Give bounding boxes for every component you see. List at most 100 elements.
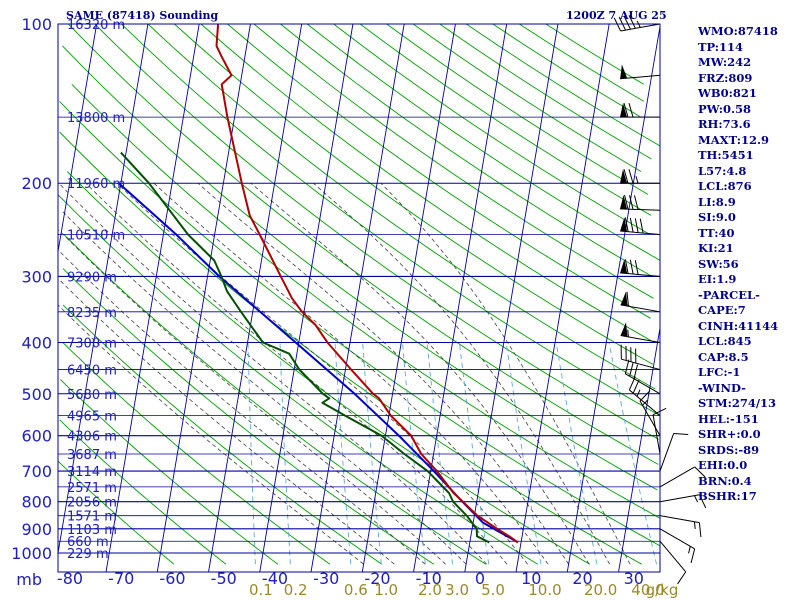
wind-barb <box>620 217 661 236</box>
wind-barb-full <box>626 291 629 307</box>
temperature-tick-label: -50 <box>211 569 237 588</box>
height-label: 1103 m <box>67 523 117 538</box>
mixing-ratio-line <box>459 342 490 565</box>
wind-barb-pennant <box>620 169 627 184</box>
index-item: TP:114 <box>698 39 744 54</box>
height-label: 4965 m <box>67 410 117 425</box>
height-label: 2056 m <box>67 496 117 511</box>
mixing-ratio-lines <box>247 342 658 565</box>
index-item: PW:0.58 <box>698 101 752 116</box>
height-label: 2571 m <box>67 481 117 496</box>
wind-barb <box>659 540 687 585</box>
index-item: EI:1.9 <box>698 272 737 286</box>
wind-barb-staff <box>620 335 661 343</box>
wind-barb-pennant <box>620 259 628 274</box>
wind-barb-half <box>627 329 629 337</box>
height-label: 3687 m <box>67 448 117 463</box>
moist-adiabat-line <box>197 182 569 565</box>
wind-barb <box>639 390 661 436</box>
wind-barb-half <box>642 399 648 406</box>
temperature-tick-label: -10 <box>416 569 442 588</box>
wind-barb <box>620 64 661 80</box>
dry-adiabat-line <box>412 23 642 172</box>
dry-adiabat-line <box>62 45 658 491</box>
index-item: CAP:8.5 <box>698 349 749 364</box>
wind-barb <box>659 432 689 472</box>
pressure-label: 100 <box>21 15 52 34</box>
temperature-tick-label: 30 <box>624 569 644 588</box>
dry-adiabat-line <box>280 23 653 277</box>
wind-barb-full <box>690 548 696 564</box>
dry-adiabat-line <box>386 23 649 195</box>
wind-barb-staff <box>620 304 661 313</box>
wind-barb-full <box>633 364 639 379</box>
mixing-ratio-label: 1.0 <box>374 581 398 599</box>
wind-barb-half <box>635 176 639 184</box>
wind-barb-full <box>629 362 634 377</box>
isotherm-line <box>361 23 456 573</box>
index-item: BSHR:17 <box>698 489 757 503</box>
pressure-label: 700 <box>21 462 52 481</box>
height-label: 229 m <box>67 547 109 562</box>
wind-barb <box>620 291 661 313</box>
isotherm-line <box>259 23 354 573</box>
wind-barb <box>659 494 707 509</box>
parcel-trace-line <box>118 182 519 544</box>
temperature-tick-label: 20 <box>572 569 592 588</box>
index-item: MAXT:12.9 <box>698 132 769 147</box>
dry-adiabat-line <box>545 23 644 85</box>
wind-barb <box>620 169 660 184</box>
wind-barb-full <box>673 432 689 435</box>
dry-adiabat-line <box>227 23 651 319</box>
index-item: LCL:876 <box>698 179 752 193</box>
height-label: 11960 m <box>67 177 125 192</box>
moist-adiabat-line <box>313 182 610 565</box>
isotherm-line <box>156 23 251 573</box>
wind-barb-full <box>628 169 634 184</box>
dewpoint-trace-line <box>120 151 490 544</box>
index-item: KI:21 <box>698 241 734 255</box>
index-item: WB0:821 <box>698 86 757 100</box>
index-item: FRZ:809 <box>698 70 753 85</box>
temperature-tick-label: -20 <box>364 569 390 588</box>
isotherm-line <box>105 23 200 573</box>
index-item: SHR+:0.0 <box>698 427 761 441</box>
wind-barb-pennant <box>620 64 628 79</box>
wind-barb-full <box>624 359 630 374</box>
wind-barb-full <box>628 103 634 118</box>
moist-adiabat-line <box>57 304 364 565</box>
wind-barb-full <box>628 376 636 391</box>
wind-barb-full <box>635 348 637 364</box>
index-item: SI:9.0 <box>698 210 736 224</box>
mixing-ratio-label: 0.1 <box>249 581 273 599</box>
dry-adiabat-line <box>519 23 644 102</box>
mixing-ratio-line <box>426 342 454 565</box>
index-item: RH:73.6 <box>698 117 751 131</box>
index-item: TT:40 <box>698 225 735 240</box>
moist-adiabat-line <box>85 182 508 565</box>
index-item: HEL:-151 <box>698 411 759 426</box>
mixing-ratio-label: 40.0 <box>631 581 664 599</box>
dry-adiabat-line <box>439 23 652 160</box>
dry-adiabat-line <box>94 23 659 440</box>
index-item: STM:274/13 <box>698 396 777 410</box>
wind-barb-full <box>677 571 687 585</box>
wind-barbs <box>613 15 707 585</box>
mixing-ratio-line <box>247 342 256 565</box>
mixing-ratio-label: 0.6 <box>344 581 368 599</box>
wind-barb-full <box>634 218 639 233</box>
moist-adiabat-line <box>153 182 549 565</box>
wind-barb-full <box>629 217 634 233</box>
moist-adiabats <box>57 182 631 565</box>
moist-adiabat-line <box>58 229 446 565</box>
dry-adiabat-line <box>67 23 659 465</box>
pressure-label: 500 <box>21 385 52 404</box>
temperature-tick-label: 0 <box>475 569 485 588</box>
wind-barb-staff <box>620 208 661 211</box>
wind-barb-half <box>688 546 691 554</box>
wind-barb-full <box>698 494 707 509</box>
wind-barb <box>620 103 660 118</box>
wind-barb-staff <box>639 400 661 436</box>
index-item: SW:56 <box>698 256 739 271</box>
